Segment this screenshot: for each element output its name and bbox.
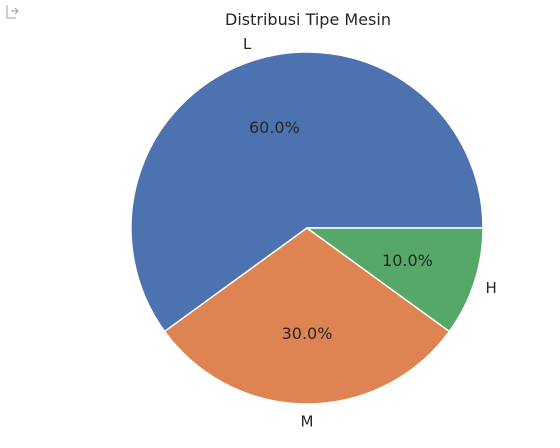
pie-labels: L 60.0% M 30.0% H 10.0%	[243, 35, 497, 431]
pie-slice-m	[163, 227, 451, 405]
slice-label-l: L	[243, 35, 252, 53]
chart-title: Distribusi Tipe Mesin	[225, 10, 391, 29]
pct-label-h: 10.0%	[382, 251, 433, 270]
pct-label-m: 30.0%	[282, 324, 333, 343]
pie-slice-l	[130, 51, 484, 333]
pct-label-l: 60.0%	[249, 118, 300, 137]
slice-label-h: H	[485, 279, 496, 297]
output-arrow-icon	[3, 3, 21, 21]
slice-label-m: M	[301, 413, 314, 431]
pie-slice-h	[306, 227, 484, 333]
pie-slices	[130, 51, 484, 405]
